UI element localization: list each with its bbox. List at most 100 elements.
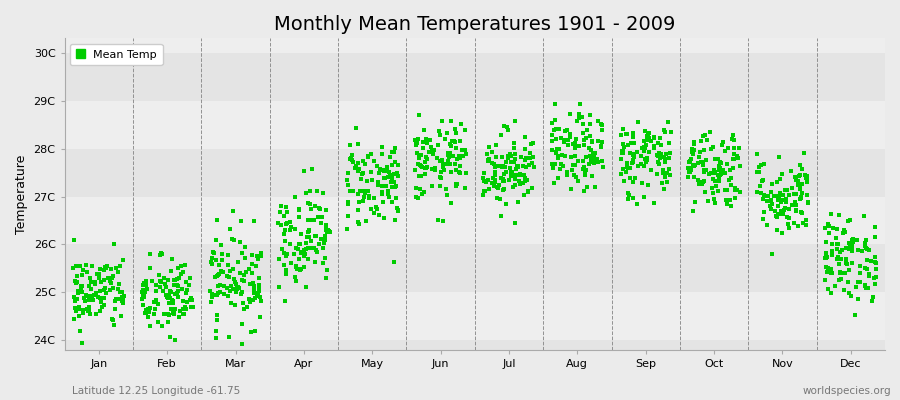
Point bbox=[308, 259, 322, 265]
Point bbox=[555, 152, 570, 158]
Point bbox=[508, 151, 522, 158]
Point bbox=[763, 188, 778, 195]
Point bbox=[510, 199, 525, 206]
Point bbox=[725, 136, 740, 142]
Point bbox=[364, 177, 379, 184]
Point bbox=[491, 184, 505, 190]
Point bbox=[351, 219, 365, 226]
Point bbox=[352, 166, 366, 172]
Point bbox=[155, 323, 169, 330]
Point bbox=[770, 179, 785, 186]
Point bbox=[647, 143, 662, 149]
Point bbox=[818, 225, 832, 232]
Point bbox=[114, 289, 129, 296]
Point bbox=[793, 162, 807, 168]
Point bbox=[66, 264, 80, 271]
Point bbox=[696, 159, 710, 165]
Point bbox=[276, 262, 291, 268]
Point bbox=[425, 166, 439, 173]
Point bbox=[686, 208, 700, 214]
Point bbox=[848, 312, 862, 318]
Point bbox=[580, 127, 594, 134]
Point bbox=[273, 208, 287, 215]
Point bbox=[289, 263, 303, 269]
Point bbox=[254, 298, 268, 304]
Point bbox=[283, 227, 297, 233]
Point bbox=[222, 226, 237, 232]
Point bbox=[377, 215, 392, 222]
Point bbox=[96, 267, 111, 274]
Point bbox=[371, 179, 385, 185]
Point bbox=[868, 266, 883, 272]
Point bbox=[770, 203, 785, 210]
Text: worldspecies.org: worldspecies.org bbox=[803, 386, 891, 396]
Point bbox=[799, 222, 814, 228]
Point bbox=[212, 272, 226, 278]
Point bbox=[153, 278, 167, 284]
Point bbox=[568, 144, 582, 151]
Point bbox=[167, 308, 182, 314]
Point bbox=[299, 283, 313, 290]
Point bbox=[142, 308, 157, 315]
Point bbox=[764, 198, 778, 204]
Point bbox=[681, 174, 696, 180]
Point bbox=[163, 333, 177, 340]
Point bbox=[72, 304, 86, 310]
Point bbox=[636, 144, 651, 151]
Point bbox=[97, 285, 112, 292]
Point bbox=[697, 167, 711, 174]
Point bbox=[728, 195, 742, 202]
Point bbox=[496, 178, 510, 184]
Point bbox=[314, 236, 328, 243]
Point bbox=[711, 172, 725, 178]
Point bbox=[495, 154, 509, 160]
Point bbox=[418, 136, 433, 142]
Point bbox=[487, 161, 501, 167]
Point bbox=[782, 215, 796, 221]
Point bbox=[90, 271, 104, 278]
Point bbox=[249, 263, 264, 270]
Point bbox=[638, 159, 652, 165]
Point bbox=[220, 285, 234, 291]
Point bbox=[658, 159, 672, 165]
Point bbox=[579, 167, 593, 174]
Point bbox=[572, 100, 587, 107]
Point bbox=[280, 250, 294, 257]
Point bbox=[411, 111, 426, 118]
Point bbox=[652, 135, 667, 142]
Point bbox=[294, 231, 309, 238]
Point bbox=[391, 208, 405, 214]
Point bbox=[75, 289, 89, 296]
Point bbox=[289, 278, 303, 284]
Point bbox=[111, 286, 125, 292]
Point bbox=[852, 279, 867, 285]
Point bbox=[310, 249, 324, 256]
Point bbox=[73, 263, 87, 270]
Point bbox=[288, 225, 302, 232]
Point bbox=[754, 162, 769, 168]
Point bbox=[616, 148, 630, 154]
Point bbox=[647, 145, 662, 152]
Point bbox=[760, 198, 774, 204]
Point bbox=[825, 251, 840, 258]
Point bbox=[136, 280, 150, 286]
Point bbox=[652, 160, 666, 167]
Point bbox=[204, 254, 219, 261]
Point bbox=[768, 193, 782, 200]
Point bbox=[179, 287, 194, 293]
Point bbox=[662, 155, 676, 162]
Point bbox=[228, 278, 242, 285]
Point bbox=[818, 250, 832, 256]
Point bbox=[425, 183, 439, 189]
Point bbox=[858, 265, 872, 272]
Point bbox=[71, 288, 86, 294]
Point bbox=[428, 167, 442, 174]
Point bbox=[554, 166, 568, 172]
Point bbox=[567, 162, 581, 168]
Point bbox=[572, 142, 587, 149]
Point bbox=[385, 184, 400, 190]
Point bbox=[731, 154, 745, 161]
Point bbox=[860, 246, 874, 253]
Point bbox=[722, 177, 736, 183]
Point bbox=[370, 162, 384, 169]
